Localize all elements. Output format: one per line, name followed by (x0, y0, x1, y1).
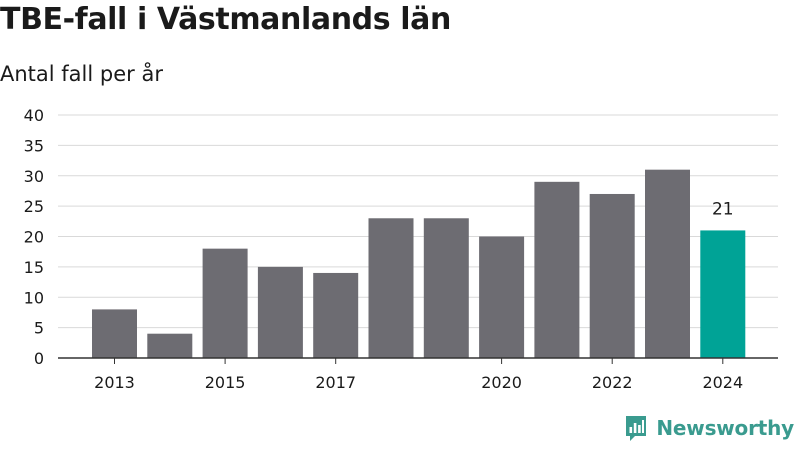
bar (645, 169, 690, 358)
y-tick-label: 30 (24, 167, 44, 186)
chart-title: TBE-fall i Västmanlands län (0, 2, 451, 37)
bar (313, 272, 359, 358)
bar (257, 266, 303, 358)
bar (202, 248, 248, 358)
brand-name: Newsworthy (656, 416, 794, 440)
bar (700, 230, 746, 358)
y-tick-label: 15 (24, 258, 44, 277)
y-tick-label: 25 (24, 197, 44, 216)
bar (589, 193, 635, 358)
x-tick-label: 2015 (205, 373, 246, 392)
bar (147, 333, 193, 358)
bar (92, 309, 137, 358)
brand-logo[interactable]: Newsworthy (624, 414, 794, 442)
chart-subtitle: Antal fall per år (0, 62, 163, 86)
bar (534, 181, 580, 358)
y-tick-label: 5 (34, 319, 44, 338)
x-tick-label: 2024 (702, 373, 743, 392)
y-tick-label: 35 (24, 136, 44, 155)
y-tick-label: 0 (34, 349, 44, 368)
x-tick-label: 2017 (315, 373, 356, 392)
y-tick-label: 40 (24, 106, 44, 125)
x-tick-label: 2020 (481, 373, 522, 392)
newsworthy-logo-icon (626, 416, 647, 441)
bar (423, 218, 469, 358)
y-tick-label: 10 (24, 288, 44, 307)
y-tick-label: 20 (24, 228, 44, 247)
x-tick-label: 2013 (94, 373, 135, 392)
bar (368, 218, 414, 358)
value-label: 21 (712, 199, 734, 219)
bar (479, 236, 525, 358)
x-tick-label: 2022 (592, 373, 633, 392)
